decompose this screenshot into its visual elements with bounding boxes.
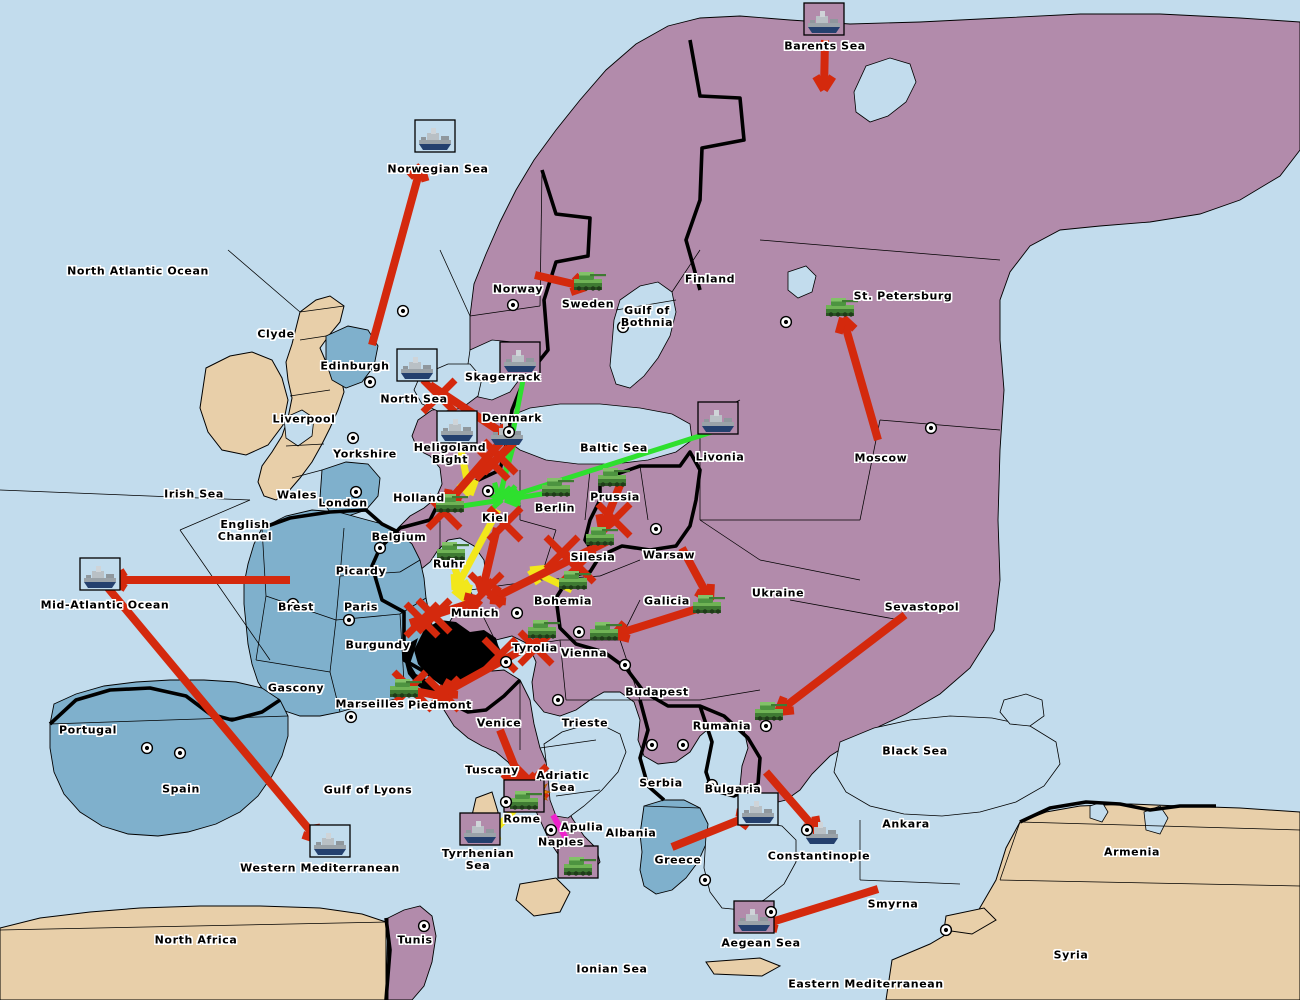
order-arrow-shaft	[612, 604, 702, 639]
order-arrow-shaft	[496, 439, 518, 499]
supply-center-icon	[800, 823, 814, 837]
order-arrow-shaft	[461, 497, 503, 509]
supply-center-icon	[705, 778, 719, 792]
bounce-marker	[473, 444, 511, 482]
supply-center-icon	[506, 298, 520, 312]
army-unit-rome[interactable]	[503, 779, 545, 813]
bounce-marker	[415, 597, 453, 635]
fleet-unit-north-sea[interactable]	[396, 348, 438, 382]
supply-centers-layer	[140, 298, 953, 937]
supply-center-icon	[373, 541, 387, 555]
supply-center-icon	[544, 823, 558, 837]
order-arrow-shaft	[451, 508, 502, 592]
bounce-marker	[424, 675, 462, 713]
order-arrow-shaft	[760, 885, 880, 929]
bounce-marker	[467, 571, 505, 609]
fleet-unit-skagerrack[interactable]	[499, 341, 541, 375]
supply-center-icon	[924, 421, 938, 435]
supply-center-icon	[698, 873, 712, 887]
bounce-marker	[486, 505, 524, 543]
fleet-unit-mid-atlantic-ocean[interactable]	[79, 557, 121, 591]
fleet-unit-tyrrhenian-sea[interactable]	[459, 812, 501, 846]
order-arrow-head	[840, 315, 858, 332]
fleet-unit-baltic-sea[interactable]	[697, 401, 739, 435]
units-layer[interactable]	[79, 2, 858, 934]
order-arrow-head	[503, 487, 519, 502]
supply-center-icon	[551, 693, 565, 707]
order-arrow-shaft	[448, 558, 470, 602]
supply-center-icon	[779, 315, 793, 329]
supply-center-icon	[342, 613, 356, 627]
supply-center-icon	[572, 625, 586, 639]
supply-center-icon	[510, 606, 524, 620]
order-arrow-shaft	[598, 483, 624, 532]
order-arrow-head	[417, 164, 430, 183]
army-unit-naples[interactable]	[557, 845, 599, 879]
supply-center-icon	[396, 304, 410, 318]
supply-center-icon	[481, 484, 495, 498]
supply-center-icon	[286, 597, 300, 611]
supply-center-icon	[173, 746, 187, 760]
supply-center-icon	[616, 320, 630, 334]
supply-center-icon	[502, 425, 516, 439]
supply-center-icon	[363, 375, 377, 389]
supply-center-icon	[649, 522, 663, 536]
order-arrow-shaft	[368, 164, 425, 347]
sea-inlets	[283, 57, 1169, 911]
supply-center-icon	[764, 905, 778, 919]
bounce-marker	[403, 601, 441, 639]
order-arrow-shaft	[820, 39, 829, 91]
order-arrow-head	[529, 564, 547, 574]
order-arrow-shaft	[504, 490, 549, 503]
order-arrow-head	[812, 74, 828, 93]
supply-center-icon	[499, 795, 513, 809]
supply-center-icon	[618, 658, 632, 672]
order-arrow-shaft	[104, 585, 322, 843]
order-arrow-shaft	[504, 429, 713, 501]
fleet-unit-aegean-sea[interactable]	[733, 900, 775, 934]
supply-center-icon	[939, 923, 953, 937]
fleet-unit-bulgaria[interactable]	[737, 792, 779, 826]
supply-center-icon	[344, 710, 358, 724]
order-arrow-head	[451, 587, 469, 603]
order-arrow-shaft	[762, 769, 822, 835]
order-arrow-shaft	[678, 546, 714, 602]
supply-center-icon	[349, 485, 363, 499]
order-arrow-shaft	[839, 316, 882, 442]
supply-center-icon	[346, 431, 360, 445]
order-arrow-head	[492, 481, 502, 499]
supply-center-icon	[645, 738, 659, 752]
order-arrow-shaft	[456, 444, 474, 496]
order-arrow-shaft	[775, 611, 908, 716]
fleet-unit-western-mediterranean[interactable]	[309, 824, 351, 858]
supply-center-icon	[676, 738, 690, 752]
fleet-unit-barents-sea[interactable]	[803, 2, 845, 36]
fleet-unit-heligoland-bight[interactable]	[436, 410, 478, 444]
fleet-unit-norwegian-sea[interactable]	[414, 119, 456, 153]
bounce-marker	[420, 377, 458, 415]
supply-center-icon	[759, 719, 773, 733]
supply-center-icon	[499, 655, 513, 669]
supply-center-icon	[140, 741, 154, 755]
supply-center-icon	[417, 919, 431, 933]
